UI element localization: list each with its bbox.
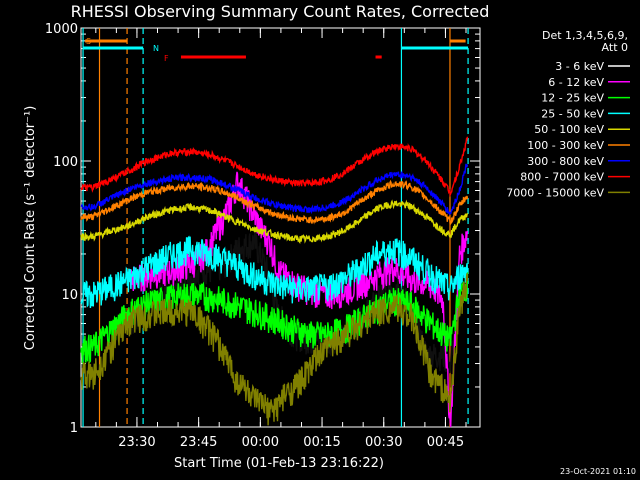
x-tick-label: 00:00 [242, 435, 279, 450]
x-tick-label: 00:15 [303, 435, 340, 450]
y-tick-label: 10 [61, 288, 78, 303]
plot-frame [80, 27, 481, 428]
series-line-1 [129, 171, 469, 428]
legend-header: Det 1,3,4,5,6,9, [542, 29, 628, 42]
annotation-s: S [86, 37, 91, 46]
legend: Det 1,3,4,5,6,9,Att 0 3 - 6 keV 6 - 12 keV… [506, 29, 630, 199]
legend-label: 300 - 800 keV [527, 155, 604, 168]
series-line-7 [80, 136, 469, 198]
legend-label: 3 - 6 keV [555, 60, 604, 73]
series-line-3 [80, 235, 469, 309]
annotation-n: N [153, 44, 159, 53]
series-line-8 [80, 273, 469, 426]
x-tick-label: 23:45 [180, 435, 217, 450]
footer-date: 23-Oct-2021 01:10 [560, 467, 636, 476]
legend-label: 50 - 100 keV [534, 123, 604, 136]
y-tick-label: 1 [70, 421, 78, 436]
legend-label: 100 - 300 keV [527, 139, 604, 152]
legend-label: 25 - 50 keV [541, 107, 604, 120]
y-axis-label: Corrected Count Rate (s⁻¹ detector⁻¹) [23, 106, 38, 351]
y-tick-label: 1000 [45, 22, 78, 37]
series-line-5 [80, 179, 469, 227]
x-tick-label: 23:30 [118, 435, 155, 450]
legend-label: 12 - 25 keV [541, 92, 604, 105]
annotation-f: F [164, 54, 169, 63]
series-line-4 [80, 199, 469, 244]
y-tick-label: 100 [53, 155, 78, 170]
x-tick-label: 00:45 [427, 435, 464, 450]
plot-area: 1 10 100 1000 23:30 23:45 00:00 00:15 00:30 00:45… [45, 22, 481, 450]
series-line-6 [80, 163, 469, 215]
legend-header: Att 0 [602, 41, 628, 54]
legend-label: 800 - 7000 keV [520, 171, 604, 184]
x-tick-label: 00:30 [365, 435, 402, 450]
legend-label: 6 - 12 keV [548, 76, 604, 89]
legend-label: 7000 - 15000 keV [506, 186, 604, 199]
chart-title: RHESSI Observing Summary Count Rates, Co… [71, 2, 490, 21]
x-axis-label: Start Time (01-Feb-13 23:16:22) [174, 456, 384, 471]
